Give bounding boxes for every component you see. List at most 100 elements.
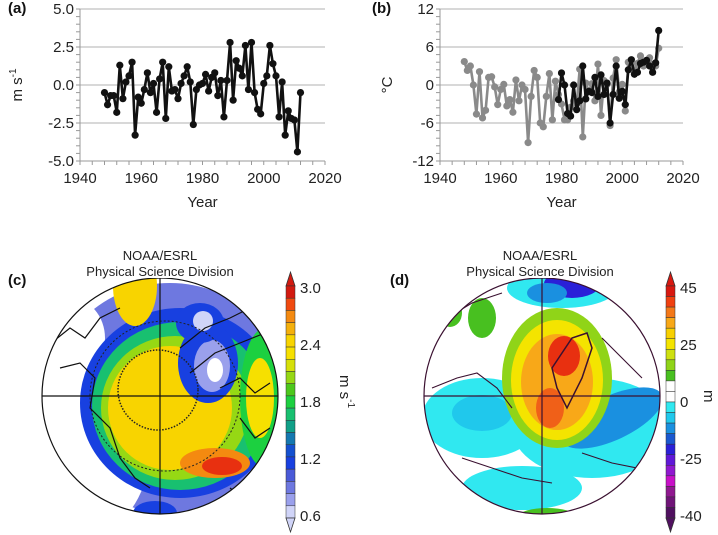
data-point-0	[472, 110, 481, 118]
map-c-boundary	[41, 278, 279, 515]
colorbar-segment	[285, 456, 296, 470]
colorbar-segment	[665, 380, 676, 392]
data-point-0	[551, 77, 560, 85]
data-point-1	[600, 90, 608, 99]
data-point-0	[545, 70, 553, 78]
y-tick-label: 5.0	[53, 1, 74, 18]
y-tick-label: 0	[426, 77, 434, 94]
data-point-1	[576, 97, 584, 105]
colorbar-c: 3.0 2.4 1.8 1.2 0.6	[285, 270, 321, 534]
y-tick-label: 6	[426, 39, 434, 56]
colorbar-tick-label: 1.2	[300, 451, 321, 468]
data-point-0	[201, 70, 210, 78]
map-c-field-lavender-top	[193, 311, 213, 331]
data-point-0	[226, 38, 234, 47]
x-axis-title: Year	[546, 194, 576, 211]
panel-c-label: (c)	[8, 272, 27, 289]
colorbar-segment	[665, 443, 676, 455]
data-point-0	[186, 78, 194, 86]
y-axis-title-main: m s	[9, 77, 26, 101]
colorbar-segment	[665, 349, 676, 361]
map-c-field-white-center	[207, 358, 223, 382]
map-c-field-yellow-top	[113, 278, 157, 326]
colorbar-segment	[665, 454, 676, 466]
map-d-boundary	[423, 278, 661, 515]
colorbar-segment	[285, 432, 296, 445]
colorbar-segment	[285, 359, 296, 372]
data-point-0	[494, 101, 502, 109]
data-point-0	[621, 107, 629, 115]
colorbar-d-label: m	[700, 390, 717, 403]
map-d	[423, 278, 661, 515]
colorbar-segment	[285, 285, 296, 299]
map-d-field-red-upper	[548, 336, 580, 376]
data-point-0	[217, 76, 225, 85]
y-axis-title: °C	[379, 76, 396, 93]
data-point-0	[597, 111, 605, 119]
colorbar-segment	[665, 496, 676, 508]
data-point-0	[110, 92, 118, 100]
data-point-1	[603, 79, 611, 87]
data-point-0	[149, 79, 158, 88]
colorbar-d: 45 25 0 -25 -40	[665, 270, 702, 534]
colorbar-segment	[285, 493, 296, 507]
data-point-0	[238, 72, 246, 80]
colorbar-segment	[665, 327, 676, 339]
data-point-0	[103, 101, 112, 109]
data-point-0	[491, 83, 499, 91]
colorbar-c-label-main: m s	[336, 375, 353, 400]
data-point-0	[180, 72, 188, 80]
data-point-0	[266, 41, 274, 50]
data-point-0	[128, 58, 136, 66]
colorbar-segment	[665, 338, 676, 350]
y-axis-title-sup: -1	[8, 68, 19, 77]
data-point-0	[579, 133, 587, 141]
data-point-0	[232, 57, 240, 65]
data-point-0	[143, 69, 151, 77]
data-point-0	[530, 66, 538, 75]
data-point-0	[241, 41, 249, 50]
colorbar-tick-label: -40	[680, 508, 702, 525]
data-point-0	[594, 60, 602, 68]
data-point-1	[597, 71, 605, 79]
data-point-1	[655, 26, 663, 35]
colorbar-tick-label: 0	[680, 394, 688, 411]
y-tick-label: 2.5	[53, 39, 74, 56]
data-point-0	[548, 116, 556, 124]
data-point-1	[560, 81, 569, 89]
data-point-1	[649, 68, 657, 76]
data-point-0	[296, 89, 305, 97]
data-point-1	[594, 92, 602, 100]
colorbar-segment	[665, 475, 676, 487]
data-point-0	[275, 113, 283, 121]
data-point-0	[122, 78, 130, 86]
colorbar-segment	[665, 391, 676, 403]
data-point-0	[189, 120, 197, 129]
data-point-0	[137, 99, 145, 107]
y-tick-label: -2.5	[48, 115, 74, 132]
y-tick-label: 12	[417, 1, 434, 18]
map-d-field-green-nw2	[468, 298, 496, 338]
colorbar-tick-label: 0.6	[300, 508, 321, 525]
data-point-0	[488, 73, 496, 81]
data-point-0	[257, 110, 265, 118]
data-point-0	[260, 79, 268, 88]
data-point-0	[475, 68, 484, 76]
data-point-1	[557, 69, 566, 77]
data-point-0	[134, 93, 142, 101]
colorbar-arrow-bottom	[285, 517, 296, 534]
colorbar-tick-label: 3.0	[300, 280, 321, 297]
data-point-0	[466, 62, 474, 70]
data-point-0	[250, 89, 259, 97]
data-point-1	[627, 56, 635, 64]
colorbar-segment	[285, 322, 296, 336]
data-point-0	[478, 114, 487, 122]
data-point-0	[521, 85, 529, 94]
data-point-0	[156, 75, 164, 83]
data-point-0	[125, 72, 133, 80]
colorbar-segment	[665, 296, 676, 308]
data-point-1	[652, 59, 660, 67]
data-point-0	[119, 95, 127, 103]
x-tick-label: 1980	[186, 170, 219, 187]
